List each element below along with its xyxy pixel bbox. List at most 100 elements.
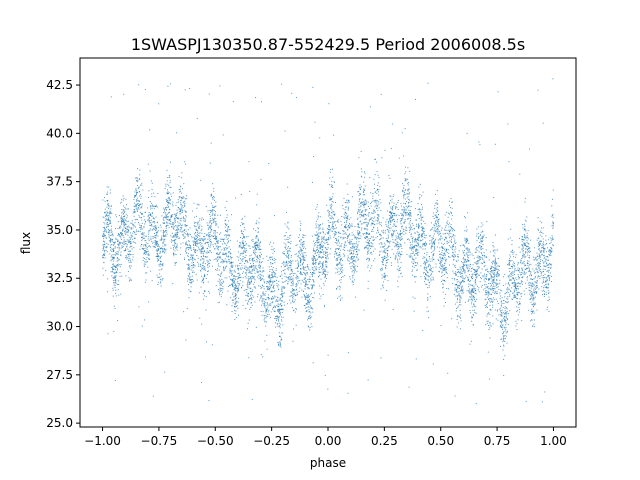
data-point — [138, 178, 140, 180]
data-point — [336, 271, 338, 273]
data-point — [180, 204, 182, 206]
data-point — [459, 282, 461, 284]
data-point — [309, 326, 311, 328]
data-point — [526, 246, 527, 248]
data-point — [268, 276, 270, 277]
data-point — [159, 258, 161, 260]
data-point — [383, 275, 385, 277]
data-point — [333, 211, 335, 213]
data-point — [496, 279, 498, 281]
data-point — [538, 242, 540, 244]
data-point — [547, 279, 549, 281]
data-point — [397, 249, 399, 251]
data-point — [425, 237, 427, 239]
data-point — [430, 268, 432, 270]
data-point — [318, 257, 320, 259]
data-point — [138, 205, 140, 207]
data-point — [240, 247, 242, 249]
data-point — [283, 287, 285, 289]
data-point — [454, 256, 456, 258]
data-point — [313, 297, 315, 299]
data-point — [251, 259, 253, 261]
data-point — [301, 296, 303, 298]
data-point — [352, 275, 354, 277]
data-point — [396, 237, 398, 239]
data-point — [410, 226, 412, 228]
data-point — [188, 266, 190, 268]
data-point — [151, 182, 153, 184]
data-point — [104, 226, 106, 228]
data-point — [445, 236, 447, 238]
data-point — [511, 267, 513, 269]
data-point — [153, 208, 155, 210]
data-point — [548, 266, 550, 268]
data-point — [327, 219, 329, 221]
data-point — [365, 214, 367, 216]
data-point — [194, 241, 196, 243]
data-point — [304, 257, 306, 259]
data-point — [391, 216, 393, 218]
data-point — [390, 216, 392, 218]
data-point — [510, 276, 512, 278]
data-point — [513, 265, 515, 267]
data-point — [494, 282, 496, 284]
data-point — [542, 271, 544, 272]
data-point — [133, 231, 135, 233]
data-point — [509, 254, 511, 256]
data-point — [431, 279, 433, 281]
data-point — [196, 245, 198, 247]
data-point — [125, 275, 127, 277]
data-point — [267, 288, 269, 290]
data-point — [260, 287, 262, 289]
data-point — [483, 251, 485, 253]
data-point — [136, 185, 138, 187]
data-point — [104, 229, 106, 231]
data-point — [281, 297, 283, 299]
data-point — [537, 275, 539, 277]
data-point — [432, 246, 434, 247]
data-point — [476, 285, 478, 287]
data-point — [323, 236, 325, 238]
data-point — [269, 243, 271, 245]
data-point — [502, 320, 504, 322]
data-point — [546, 242, 548, 244]
data-point — [258, 278, 260, 280]
data-point — [521, 281, 523, 283]
data-point — [110, 234, 112, 236]
data-point — [273, 280, 275, 282]
data-point — [345, 215, 347, 217]
data-point — [302, 246, 304, 248]
data-point — [369, 238, 371, 240]
data-point — [208, 244, 210, 246]
data-point — [474, 312, 476, 314]
data-point — [535, 281, 537, 283]
data-point — [492, 272, 494, 274]
data-point — [212, 198, 214, 200]
data-point — [319, 252, 321, 254]
data-point — [390, 264, 392, 266]
data-point — [288, 246, 290, 248]
data-point — [433, 244, 435, 246]
data-point — [445, 226, 447, 228]
data-point — [527, 254, 529, 256]
data-point — [308, 294, 310, 296]
data-point — [522, 249, 524, 251]
data-point — [386, 262, 388, 264]
data-point — [551, 214, 553, 216]
data-point — [372, 222, 374, 224]
data-point — [122, 243, 124, 245]
data-point — [360, 223, 362, 225]
data-point — [508, 258, 510, 260]
data-point — [540, 269, 542, 271]
data-point — [484, 294, 486, 296]
data-point — [219, 279, 221, 281]
data-point — [430, 280, 432, 282]
data-point — [462, 290, 464, 292]
data-point — [111, 275, 113, 277]
data-point — [386, 254, 388, 256]
data-point — [235, 293, 237, 295]
data-point — [121, 242, 123, 244]
data-point — [126, 245, 128, 247]
data-point — [240, 246, 242, 248]
data-point — [295, 308, 297, 310]
